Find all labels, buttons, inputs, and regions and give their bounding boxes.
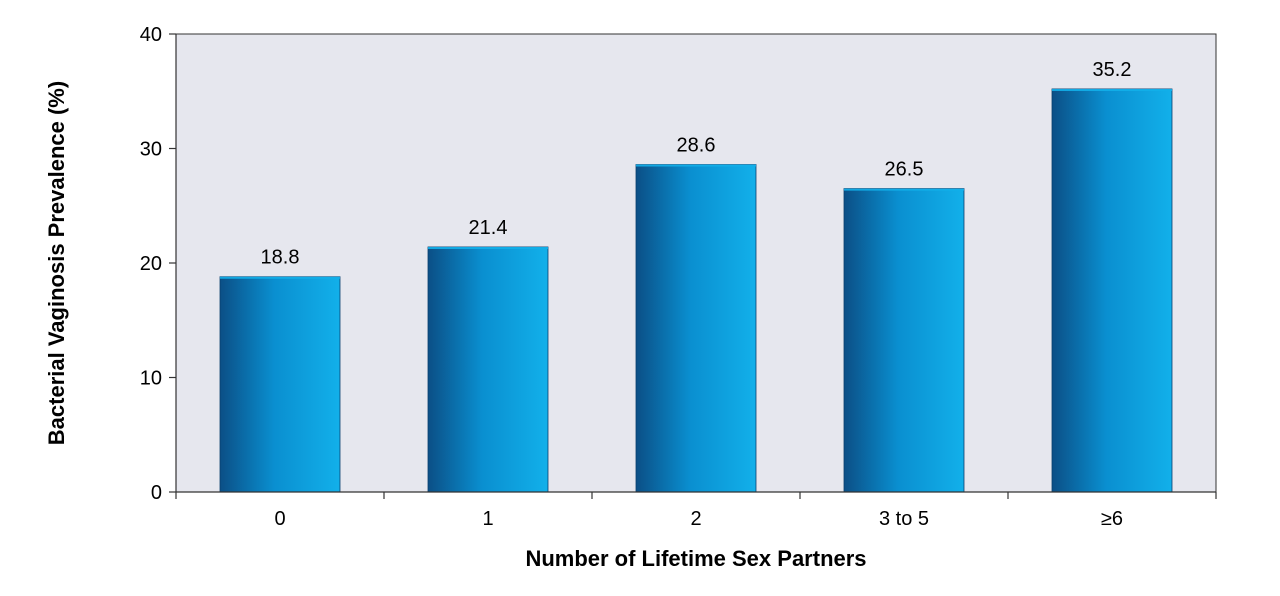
x-tick-label: 0 [274, 508, 285, 530]
x-tick-label: ≥6 [1101, 508, 1123, 530]
bar-value-label: 28.6 [677, 135, 716, 157]
x-tick-label: 1 [482, 508, 493, 530]
bar-value-label: 21.4 [469, 217, 508, 239]
bar [427, 246, 549, 493]
y-tick-label: 20 [140, 253, 162, 275]
bar [843, 188, 965, 493]
bar-value-label: 26.5 [885, 159, 924, 181]
bar-value-label: 35.2 [1093, 59, 1132, 81]
y-tick-label: 10 [140, 368, 162, 390]
y-tick-label: 0 [151, 482, 162, 504]
bar [219, 276, 341, 493]
bar [1051, 88, 1173, 493]
bar-value-label: 18.8 [261, 247, 300, 269]
y-axis-title: Bacterial Vaginosis Prevalence (%) [44, 81, 69, 445]
bar [635, 164, 757, 493]
x-tick-label: 2 [690, 508, 701, 530]
x-tick-label: 3 to 5 [879, 508, 929, 530]
y-tick-label: 40 [140, 24, 162, 46]
y-tick-label: 30 [140, 139, 162, 161]
x-axis-title: Number of Lifetime Sex Partners [525, 546, 866, 571]
